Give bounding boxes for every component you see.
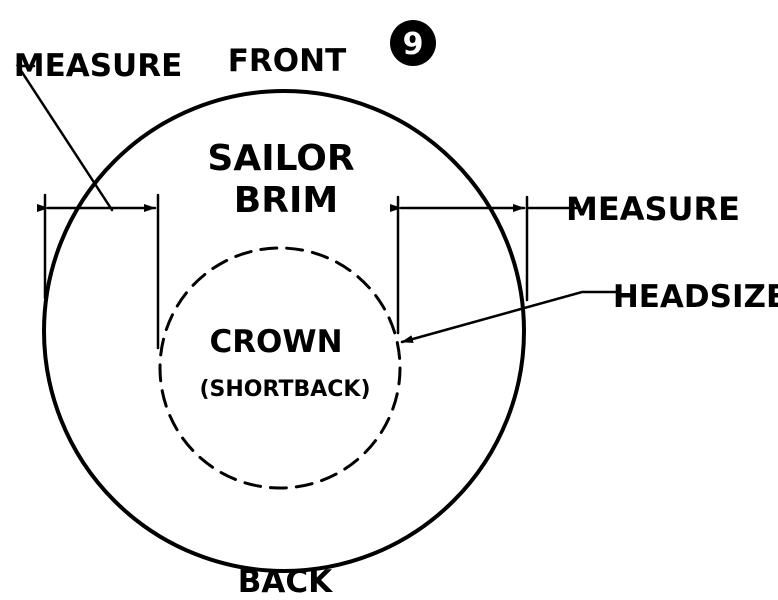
figure-number: 9 bbox=[403, 27, 424, 62]
headsize-label: HEADSIZE bbox=[613, 279, 778, 315]
figure-number-badge: 9 bbox=[390, 20, 436, 66]
right-measure-bracket bbox=[390, 195, 579, 335]
brim-outer-circle bbox=[42, 89, 526, 573]
brim-label-line2: BRIM bbox=[234, 180, 338, 221]
crown-dashed-circle bbox=[158, 246, 402, 490]
left-measure-bracket bbox=[15, 64, 160, 350]
measure-left-label: MEASURE bbox=[14, 48, 183, 84]
headsize-leader bbox=[400, 290, 620, 344]
crown-label-line1: CROWN bbox=[209, 324, 342, 360]
back-label: BACK bbox=[238, 564, 333, 600]
measure-right-label: MEASURE bbox=[566, 190, 740, 228]
crown-label-line2: (SHORTBACK) bbox=[199, 377, 370, 402]
front-label: FRONT bbox=[228, 43, 347, 79]
brim-label-line1: SAILOR bbox=[207, 138, 354, 179]
